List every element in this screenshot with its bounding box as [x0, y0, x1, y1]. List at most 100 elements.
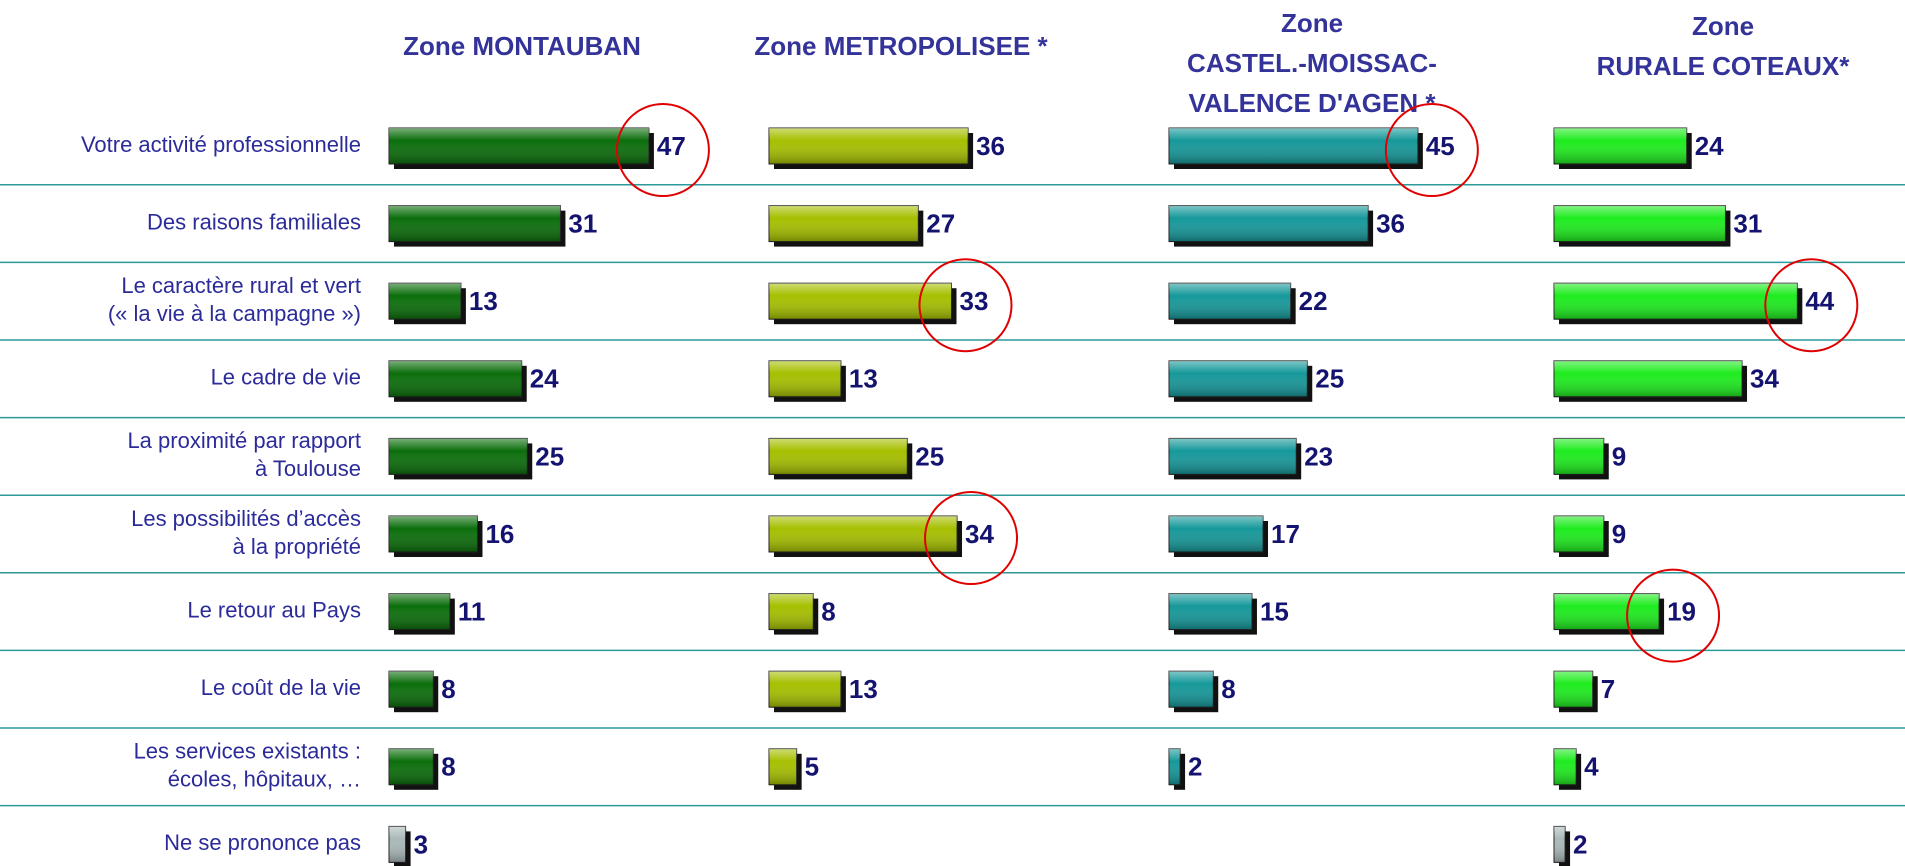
value-label: 8 — [821, 596, 835, 626]
category-label: (« la vie à la campagne ») — [108, 301, 361, 326]
value-label: 2 — [1188, 752, 1202, 782]
highlight-circle — [1626, 568, 1721, 663]
panel-title: Zone MONTAUBAN — [403, 31, 641, 61]
value-label: 34 — [965, 519, 994, 549]
value-label: 5 — [805, 752, 819, 782]
category-label: Les possibilités d’accès — [131, 506, 361, 531]
bar-shading — [1554, 283, 1798, 320]
value-label: 7 — [1601, 674, 1615, 704]
category-label: Les services existants : — [134, 739, 361, 764]
category-label: Ne se prononce pas — [164, 830, 361, 855]
panel-title: VALENCE D'AGEN * — [1189, 88, 1437, 118]
bar-shading — [1169, 438, 1297, 475]
value-label: 36 — [1376, 208, 1405, 238]
value-label: 44 — [1805, 286, 1834, 316]
value-label: 8 — [441, 674, 455, 704]
highlight-circle — [615, 103, 710, 197]
value-label: 23 — [1304, 441, 1333, 471]
bar-shading — [1554, 516, 1604, 552]
value-label: 13 — [849, 674, 878, 704]
value-label: 25 — [915, 441, 944, 471]
bar-shading — [389, 205, 561, 242]
bar-shading — [769, 283, 952, 320]
bar-shading — [769, 671, 841, 708]
bar-shading — [1169, 360, 1308, 397]
panel-title: RURALE COTEAUX* — [1597, 51, 1851, 81]
bar-shading — [1169, 205, 1369, 242]
category-label: Le coût de la vie — [201, 675, 361, 700]
value-label: 15 — [1260, 596, 1289, 626]
bar-shading — [769, 360, 841, 397]
bar-shading — [389, 593, 450, 630]
category-label: La proximité par rapport — [127, 428, 361, 453]
value-label: 24 — [1695, 131, 1724, 161]
value-label: 36 — [976, 131, 1005, 161]
highlight-circle — [1764, 258, 1859, 353]
bar-shading — [1554, 593, 1660, 630]
bar-shading — [1169, 748, 1181, 785]
value-label: 27 — [926, 208, 955, 238]
value-label: 13 — [849, 364, 878, 394]
bar-shading — [1169, 593, 1252, 630]
value-label: 31 — [1733, 208, 1762, 238]
bar-shading — [389, 360, 522, 397]
value-label: 4 — [1584, 752, 1599, 782]
category-label: Le retour au Pays — [187, 597, 361, 622]
category-label: à Toulouse — [255, 456, 361, 481]
value-label: 22 — [1299, 286, 1328, 316]
bar-shading — [769, 748, 797, 785]
value-label: 24 — [530, 364, 559, 394]
bar-shading — [1169, 128, 1418, 164]
category-label: écoles, hôpitaux, … — [168, 767, 361, 792]
category-label: Le cadre de vie — [211, 365, 361, 390]
bar-shading — [1554, 438, 1604, 475]
value-label: 45 — [1426, 131, 1455, 161]
category-label: Votre activité professionnelle — [81, 132, 361, 157]
value-label: 25 — [1315, 364, 1344, 394]
panel-title: Zone METROPOLISEE * — [754, 31, 1048, 61]
bar-shading — [389, 748, 434, 785]
value-label: 9 — [1612, 441, 1626, 471]
bar-shading — [389, 516, 478, 552]
bar-shading — [1554, 748, 1577, 785]
value-label: 31 — [568, 208, 597, 238]
highlight-circle — [918, 258, 1013, 353]
bar-shading — [1554, 360, 1743, 397]
highlight-circle — [924, 491, 1019, 585]
highlight-circle — [1384, 103, 1479, 197]
bar-shading — [1554, 205, 1726, 242]
panel-title: Zone — [1692, 11, 1754, 41]
bar-shading — [389, 438, 528, 475]
value-label: 19 — [1667, 596, 1696, 626]
value-label: 11 — [458, 596, 486, 626]
bar-shading — [1554, 128, 1687, 164]
bar-shading — [389, 826, 406, 863]
value-label: 8 — [1221, 674, 1235, 704]
category-label: Des raisons familiales — [147, 209, 361, 234]
panel-title: CASTEL.-MOISSAC- — [1187, 48, 1437, 78]
bar-shading — [1169, 283, 1291, 320]
panel-title: Zone — [1281, 8, 1343, 38]
bar-shading — [769, 128, 969, 164]
bar-shading — [1554, 671, 1593, 708]
category-label: Le caractère rural et vert — [121, 273, 361, 298]
category-label: à la propriété — [233, 534, 361, 559]
bar-shading — [1554, 826, 1566, 863]
bar-shading — [389, 128, 649, 164]
value-label: 16 — [485, 519, 514, 549]
value-label: 9 — [1612, 519, 1626, 549]
value-label: 3 — [414, 829, 428, 859]
bar-shading — [769, 438, 908, 475]
value-label: 17 — [1271, 519, 1300, 549]
value-label: 13 — [469, 286, 498, 316]
bar-shading — [769, 593, 814, 630]
value-label: 47 — [657, 131, 686, 161]
value-label: 34 — [1750, 364, 1779, 394]
value-label: 25 — [535, 441, 564, 471]
value-label: 8 — [441, 752, 455, 782]
bar-shading — [389, 671, 434, 708]
value-label: 33 — [959, 286, 988, 316]
bar-shading — [1169, 671, 1214, 708]
bar-shading — [389, 283, 461, 320]
bar-shading — [769, 205, 919, 242]
